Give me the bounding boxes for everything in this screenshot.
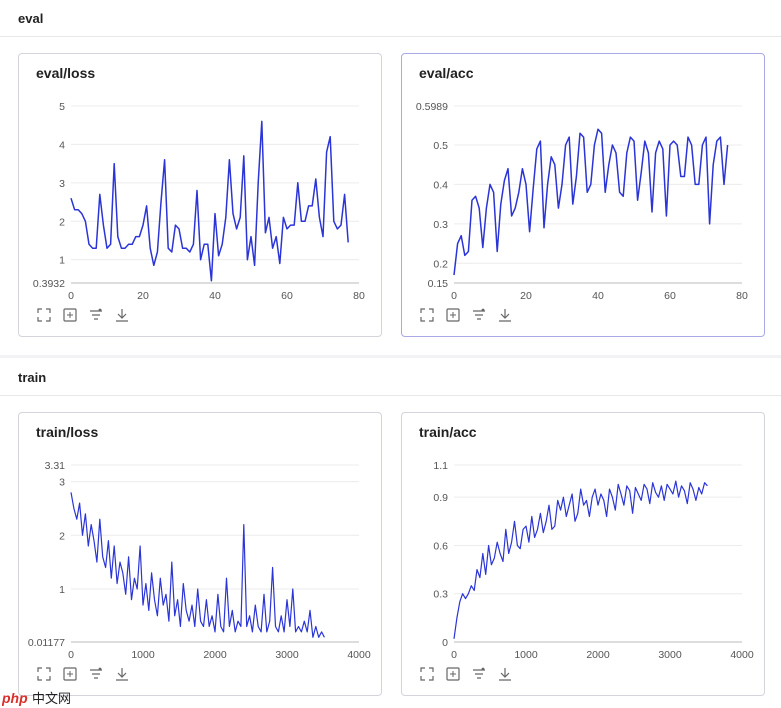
series-line[interactable] <box>70 492 325 638</box>
chart-title: eval/acc <box>419 65 474 81</box>
x-tick-label: 0 <box>68 649 74 661</box>
y-tick-label: 0.4 <box>433 179 448 191</box>
fit-view-icon[interactable] <box>445 666 461 682</box>
y-tick-label: 1 <box>59 255 65 267</box>
fit-view-icon[interactable] <box>62 307 78 323</box>
chart-title: train/loss <box>36 424 99 440</box>
chart-title: eval/loss <box>36 65 96 81</box>
y-tick-label: 1.1 <box>433 460 448 472</box>
download-icon[interactable] <box>497 307 513 323</box>
y-tick-label: 0.2 <box>433 258 448 270</box>
x-tick-label: 2000 <box>203 649 227 661</box>
x-tick-label: 2000 <box>586 649 610 661</box>
chart-title: train/acc <box>419 424 477 440</box>
x-tick-label: 0 <box>451 290 457 302</box>
svg-text:php: php <box>2 690 28 706</box>
y-tick-label: 0 <box>442 637 448 649</box>
x-tick-label: 1000 <box>514 649 538 661</box>
y-tick-label: 5 <box>59 101 65 113</box>
chart-card-eval-acc: eval/acc 0.15 0.2 0.3 0.4 0.5 0.5989 0 20 40 60 80 <box>401 53 765 337</box>
y-tick-label: 1 <box>59 584 65 596</box>
x-tick-label: 80 <box>353 290 365 302</box>
chart-toolbar <box>419 307 513 323</box>
chart-toolbar <box>36 307 130 323</box>
eval-acc-chart[interactable]: 0.15 0.2 0.3 0.4 0.5 0.5989 0 20 40 60 80 <box>402 54 766 338</box>
x-tick-label: 0 <box>68 290 74 302</box>
fullscreen-icon[interactable] <box>36 666 52 682</box>
y-tick-label: 0.3 <box>433 589 448 601</box>
fit-view-icon[interactable] <box>445 307 461 323</box>
fullscreen-icon[interactable] <box>419 666 435 682</box>
x-tick-label: 40 <box>592 290 604 302</box>
series-line[interactable] <box>453 480 708 639</box>
train-acc-chart[interactable]: 0 0.3 0.6 0.9 1.1 0 1000 2000 3000 4000 <box>402 413 766 697</box>
filter-icon[interactable] <box>88 307 104 323</box>
x-tick-label: 3000 <box>275 649 299 661</box>
chart-toolbar <box>419 666 513 682</box>
x-tick-label: 0 <box>451 649 457 661</box>
y-tick-label: 0.9 <box>433 492 448 504</box>
filter-icon[interactable] <box>471 307 487 323</box>
section-divider <box>0 36 781 37</box>
x-tick-label: 4000 <box>347 649 371 661</box>
y-tick-label: 0.3 <box>433 219 448 231</box>
download-icon[interactable] <box>497 666 513 682</box>
x-tick-label: 20 <box>137 290 149 302</box>
x-tick-label: 60 <box>664 290 676 302</box>
y-tick-label: 0.3932 <box>33 278 65 290</box>
x-tick-label: 1000 <box>131 649 155 661</box>
section-divider <box>0 395 781 396</box>
y-tick-label: 2 <box>59 216 65 228</box>
x-tick-label: 4000 <box>730 649 754 661</box>
chart-toolbar <box>36 666 130 682</box>
section-title-eval[interactable]: eval <box>18 11 44 26</box>
x-tick-label: 80 <box>736 290 748 302</box>
y-tick-label: 2 <box>59 530 65 542</box>
x-tick-label: 3000 <box>658 649 682 661</box>
download-icon[interactable] <box>114 307 130 323</box>
download-icon[interactable] <box>114 666 130 682</box>
section-title-train[interactable]: train <box>18 370 47 385</box>
x-tick-label: 60 <box>281 290 293 302</box>
x-tick-label: 20 <box>520 290 532 302</box>
series-line[interactable] <box>70 120 349 282</box>
y-tick-label: 0.01177 <box>28 637 65 649</box>
y-tick-label: 0.6 <box>433 540 448 552</box>
eval-loss-chart[interactable]: 0.3932 1 2 3 4 5 0 20 40 60 80 <box>19 54 383 338</box>
y-tick-label: 0.15 <box>428 278 449 290</box>
filter-icon[interactable] <box>88 666 104 682</box>
train-loss-chart[interactable]: 0.01177 1 2 3 3.31 0 1000 2000 3000 4000 <box>19 413 383 697</box>
y-tick-label: 3 <box>59 477 65 489</box>
fullscreen-icon[interactable] <box>36 307 52 323</box>
fullscreen-icon[interactable] <box>419 307 435 323</box>
y-tick-label: 4 <box>59 139 65 151</box>
chart-card-train-acc: train/acc 0 0.3 0.6 0.9 1.1 0 1000 2000 3000 4000 <box>401 412 765 696</box>
y-tick-label: 0.5 <box>433 140 448 152</box>
filter-icon[interactable] <box>471 666 487 682</box>
y-tick-label: 3 <box>59 178 65 190</box>
x-tick-label: 40 <box>209 290 221 302</box>
watermark: php 中文网 <box>2 688 72 708</box>
chart-card-eval-loss: eval/loss 0.3932 1 2 3 4 5 0 20 40 60 80 <box>18 53 382 337</box>
y-tick-label: 3.31 <box>45 460 66 472</box>
watermark-text: 中文网 <box>32 692 72 707</box>
fit-view-icon[interactable] <box>62 666 78 682</box>
php-logo-icon: php <box>2 690 28 706</box>
series-line[interactable] <box>453 128 729 276</box>
section-band <box>0 355 781 358</box>
y-tick-label: 0.5989 <box>416 101 448 113</box>
chart-card-train-loss: train/loss 0.01177 1 2 3 3.31 0 1000 2000 3000 40… <box>18 412 382 696</box>
